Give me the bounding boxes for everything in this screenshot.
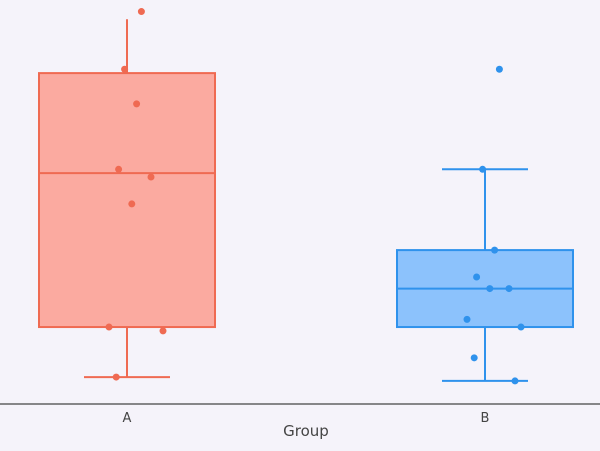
- data-point-a-9: [112, 373, 120, 381]
- x-tick-label-a: A: [123, 411, 132, 426]
- data-point-b-1: [495, 65, 503, 73]
- data-point-b-2: [479, 165, 487, 173]
- box-a: [38, 72, 216, 329]
- data-point-b-4: [473, 273, 481, 281]
- data-point-b-10: [511, 377, 519, 385]
- data-point-a-3: [133, 100, 141, 108]
- x-tick-label-b: B: [481, 411, 490, 426]
- data-point-a-2: [121, 65, 129, 73]
- data-point-b-5: [505, 285, 513, 293]
- data-point-b-9: [470, 354, 478, 362]
- data-point-b-6: [486, 285, 494, 293]
- data-point-a-6: [128, 200, 136, 208]
- data-point-a-8: [159, 327, 167, 335]
- data-point-a-4: [115, 165, 123, 173]
- data-point-a-7: [105, 323, 113, 331]
- data-point-b-3: [491, 246, 499, 254]
- data-point-a-5: [147, 173, 155, 181]
- x-axis-title: Group: [283, 422, 329, 440]
- box-layer: [38, 8, 574, 385]
- data-point-b-8: [517, 323, 525, 331]
- data-point-b-7: [463, 315, 471, 323]
- data-point-a-1: [137, 8, 145, 16]
